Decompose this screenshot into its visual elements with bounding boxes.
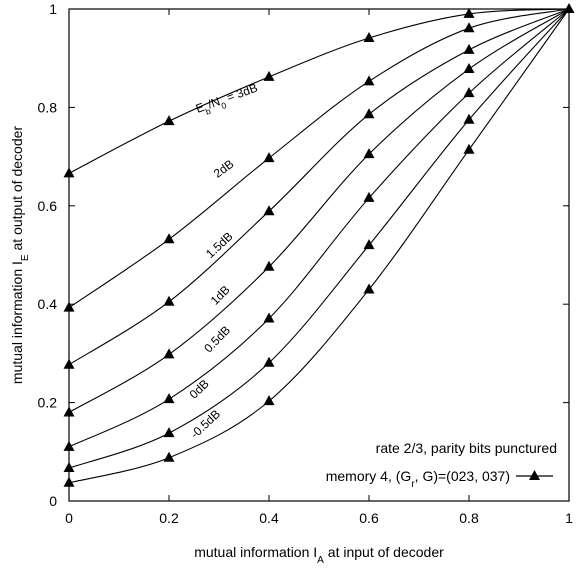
data-point-marker bbox=[163, 393, 175, 404]
data-point-marker bbox=[463, 87, 475, 98]
data-point-marker bbox=[463, 7, 475, 18]
series-label: Eb/N0 = 3dB bbox=[194, 81, 261, 120]
data-point-marker bbox=[163, 348, 175, 359]
data-point-marker bbox=[163, 233, 175, 244]
data-point-marker bbox=[63, 440, 75, 451]
data-point-marker bbox=[363, 283, 375, 294]
data-point-marker bbox=[263, 395, 275, 406]
series-line bbox=[68, 8, 570, 484]
plot-frame bbox=[68, 8, 570, 502]
data-point-marker bbox=[363, 239, 375, 250]
data-point-marker bbox=[263, 70, 275, 81]
data-point-marker bbox=[63, 358, 75, 369]
x-tick-label: 0 bbox=[65, 510, 73, 526]
x-axis-label: mutual information IA at input of decode… bbox=[194, 544, 444, 566]
series-line bbox=[68, 8, 570, 366]
x-tick-labels: 0 0.2 0.4 0.6 0.8 1 bbox=[65, 510, 573, 526]
y-tick-label: 1 bbox=[49, 1, 57, 17]
markers bbox=[63, 3, 575, 487]
series-line bbox=[68, 8, 570, 448]
data-point-marker bbox=[463, 43, 475, 54]
legend-marker bbox=[529, 470, 540, 480]
x-tick-label: 0.4 bbox=[259, 510, 279, 526]
data-point-marker bbox=[163, 451, 175, 462]
series-line bbox=[68, 8, 570, 413]
y-axis-label: mutual information IE at output of decod… bbox=[9, 126, 31, 384]
data-point-marker bbox=[463, 113, 475, 124]
y-tick-label: 0.8 bbox=[38, 99, 58, 115]
data-point-marker bbox=[163, 427, 175, 438]
data-point-marker bbox=[63, 476, 75, 487]
data-point-marker bbox=[263, 312, 275, 323]
legend-line-2: memory 4, (Gr, G)=(023, 037) bbox=[326, 468, 510, 490]
data-point-marker bbox=[363, 108, 375, 119]
y-tick-label: 0.4 bbox=[38, 296, 58, 312]
x-tick-label: 0.6 bbox=[359, 510, 379, 526]
data-point-marker bbox=[163, 115, 175, 126]
curves bbox=[68, 8, 570, 484]
data-point-marker bbox=[363, 148, 375, 159]
series-line bbox=[68, 8, 570, 174]
data-point-marker bbox=[463, 22, 475, 33]
y-tick-label: 0.6 bbox=[38, 198, 58, 214]
series-line bbox=[68, 8, 570, 469]
x-tick-label: 1 bbox=[565, 510, 573, 526]
data-point-marker bbox=[263, 152, 275, 163]
tick-marks bbox=[68, 8, 570, 502]
x-tick-label: 0.2 bbox=[159, 510, 179, 526]
data-point-marker bbox=[463, 63, 475, 74]
data-point-marker bbox=[63, 406, 75, 417]
series-label: 0.5dB bbox=[201, 323, 233, 355]
data-point-marker bbox=[63, 167, 75, 178]
data-point-marker bbox=[363, 75, 375, 86]
series-label: 0dB bbox=[187, 377, 212, 402]
data-point-marker bbox=[363, 32, 375, 43]
series-label: 1dB bbox=[208, 283, 233, 308]
data-point-marker bbox=[163, 295, 175, 306]
legend-line-1: rate 2/3, parity bits punctured bbox=[376, 440, 557, 456]
series-line bbox=[68, 8, 570, 309]
y-tick-labels: 0 0.2 0.4 0.6 0.8 1 bbox=[38, 1, 58, 509]
y-tick-label: 0 bbox=[49, 493, 57, 509]
data-point-marker bbox=[63, 462, 75, 473]
data-point-marker bbox=[263, 356, 275, 367]
data-point-marker bbox=[63, 301, 75, 312]
data-point-marker bbox=[563, 3, 575, 13]
x-tick-label: 0.8 bbox=[459, 510, 479, 526]
series-label: 1.5dB bbox=[203, 229, 235, 261]
series-label: 2dB bbox=[211, 157, 237, 181]
legend: rate 2/3, parity bits punctured memory 4… bbox=[326, 440, 557, 490]
data-point-marker bbox=[263, 260, 275, 271]
y-tick-label: 0.2 bbox=[38, 395, 58, 411]
data-point-marker bbox=[463, 143, 475, 154]
data-point-marker bbox=[363, 191, 375, 202]
data-point-marker bbox=[263, 205, 275, 216]
